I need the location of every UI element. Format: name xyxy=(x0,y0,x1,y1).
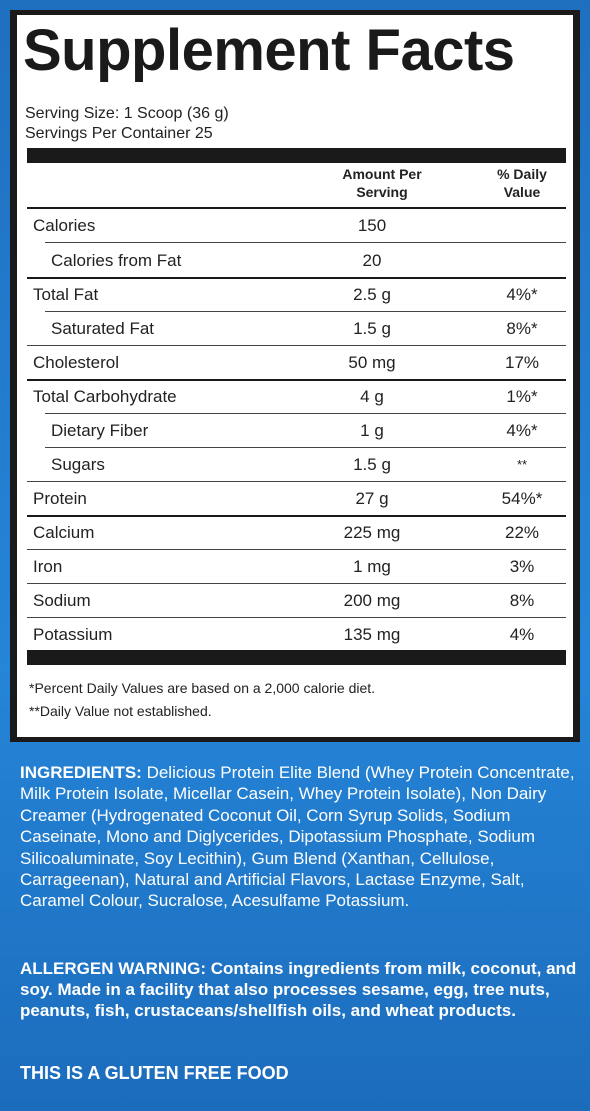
table-row: Calories from Fat 20 xyxy=(27,243,566,277)
nutrient-daily-value: 17% xyxy=(504,353,540,372)
gluten-free-statement: THIS IS A GLUTEN FREE FOOD xyxy=(20,1063,289,1083)
nutrient-amount: 27 g xyxy=(355,489,389,508)
row-divider xyxy=(27,277,566,279)
nutrient-amount: 1.5 g xyxy=(353,455,391,474)
row-divider xyxy=(27,481,566,482)
row-divider xyxy=(45,242,566,243)
table-row: Total Fat 2.5 g 4%* xyxy=(27,277,566,311)
nutrient-name: Calories xyxy=(33,216,96,235)
nutrient-daily-value: 4%* xyxy=(506,421,538,440)
nutrient-amount: 200 mg xyxy=(343,591,401,610)
nutrient-amount: 1 g xyxy=(360,421,384,440)
nutrient-daily-value: 3% xyxy=(509,557,535,576)
ingredients-text: Delicious Protein Elite Blend (Whey Prot… xyxy=(20,763,575,911)
nutrient-daily-value: 22% xyxy=(504,523,540,542)
table-row: Saturated Fat 1.5 g 8%* xyxy=(27,311,566,345)
table-row: Cholesterol 50 mg 17% xyxy=(27,345,566,379)
amount-header-line2: Serving xyxy=(356,184,408,200)
dv-column-header: % Daily Value xyxy=(482,165,562,201)
nutrient-daily-value: 8% xyxy=(509,591,535,610)
nutrient-amount: 150 xyxy=(357,216,387,235)
nutrient-name: Iron xyxy=(33,557,63,576)
footer-bar xyxy=(27,650,566,665)
row-divider xyxy=(27,583,566,584)
table-row: Protein 27 g 54%* xyxy=(27,481,566,515)
table-row: Total Carbohydrate 4 g 1%* xyxy=(27,379,566,413)
nutrient-amount: 20 xyxy=(362,251,382,270)
table-row: Sugars 1.5 g ** xyxy=(27,447,566,481)
table-row: Potassium 135 mg 4% xyxy=(27,617,566,651)
row-divider xyxy=(45,447,566,448)
row-divider xyxy=(45,413,566,414)
nutrient-name: Saturated Fat xyxy=(51,319,155,338)
table-row: Calcium 225 mg 22% xyxy=(27,515,566,549)
nutrient-name: Total Fat xyxy=(33,285,99,304)
nutrient-name: Cholesterol xyxy=(33,353,119,372)
dv-header-line1: % Daily xyxy=(497,166,547,182)
nutrient-daily-value: 4%* xyxy=(506,285,538,304)
table-row: Sodium 200 mg 8% xyxy=(27,583,566,617)
nutrient-daily-value: ** xyxy=(516,457,528,472)
nutrient-name: Calcium xyxy=(33,523,95,542)
serving-size: Serving Size: 1 Scoop (36 g) xyxy=(25,105,229,122)
servings-per-container: Servings Per Container 25 xyxy=(25,125,213,142)
nutrient-name: Sodium xyxy=(33,591,91,610)
allergen-warning: ALLERGEN WARNING: Contains ingredients f… xyxy=(20,959,577,1020)
row-divider xyxy=(45,311,566,312)
nutrient-daily-value: 4% xyxy=(509,625,535,644)
table-row: Calories 150 xyxy=(27,208,566,242)
nutrient-name: Potassium xyxy=(33,625,113,644)
row-divider xyxy=(27,379,566,381)
footnote-percent-dv: *Percent Daily Values are based on a 2,0… xyxy=(29,680,376,696)
dv-header-line2: Value xyxy=(503,184,541,200)
ingredients-label: INGREDIENTS: xyxy=(20,763,142,782)
nutrient-daily-value: 54%* xyxy=(501,489,543,508)
table-row: Iron 1 mg 3% xyxy=(27,549,566,583)
row-divider xyxy=(27,207,566,209)
row-divider xyxy=(27,515,566,517)
nutrient-name: Sugars xyxy=(51,455,105,474)
nutrient-amount: 1.5 g xyxy=(353,319,391,338)
nutrient-daily-value: 1%* xyxy=(506,387,538,406)
facts-title: Supplement Facts xyxy=(23,18,515,83)
footnote-not-established: **Daily Value not established. xyxy=(29,703,212,719)
nutrient-amount: 135 mg xyxy=(343,625,401,644)
nutrient-name: Dietary Fiber xyxy=(51,421,149,440)
nutrient-amount: 2.5 g xyxy=(353,285,391,304)
row-divider xyxy=(27,549,566,550)
supplement-facts-panel: Supplement Facts Serving Size: 1 Scoop (… xyxy=(17,15,573,737)
row-divider xyxy=(27,345,566,346)
nutrient-name: Protein xyxy=(33,489,87,508)
nutrient-amount: 4 g xyxy=(360,387,384,406)
ingredients-section: INGREDIENTS: Delicious Protein Elite Ble… xyxy=(20,762,580,912)
header-bar xyxy=(27,148,566,163)
row-divider xyxy=(27,617,566,618)
amount-column-header: Amount Per Serving xyxy=(322,165,442,201)
nutrient-name: Calories from Fat xyxy=(51,251,182,270)
nutrient-amount: 225 mg xyxy=(343,523,401,542)
nutrient-amount: 50 mg xyxy=(348,353,396,372)
nutrient-amount: 1 mg xyxy=(353,557,391,576)
table-row: Dietary Fiber 1 g 4%* xyxy=(27,413,566,447)
nutrient-daily-value: 8%* xyxy=(506,319,538,338)
nutrient-name: Total Carbohydrate xyxy=(33,387,177,406)
amount-header-line1: Amount Per xyxy=(342,166,422,182)
